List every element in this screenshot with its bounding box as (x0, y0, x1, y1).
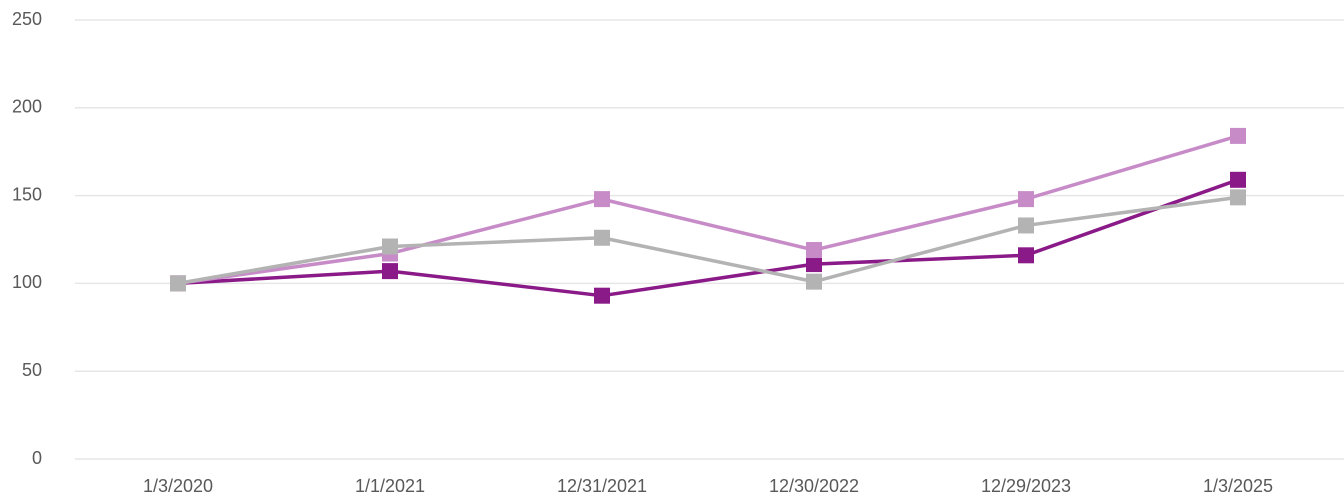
marker (1018, 247, 1034, 264)
y-tick-label: 100 (12, 272, 42, 292)
marker (1018, 217, 1034, 234)
marker (1230, 171, 1246, 188)
series-line (177, 195, 1239, 286)
marker (1230, 189, 1246, 206)
marker (594, 287, 610, 304)
x-tick-label: 12/30/2022 (769, 476, 859, 496)
marker (382, 238, 398, 255)
x-tick-label: 1/3/2025 (1203, 476, 1273, 496)
marker (806, 273, 822, 290)
marker (594, 191, 610, 208)
y-tick-label: 0 (32, 448, 42, 468)
y-tick-label: 250 (12, 9, 42, 29)
x-tick-label: 12/29/2023 (981, 476, 1071, 496)
marker (1018, 191, 1034, 208)
marker (382, 263, 398, 280)
y-tick-label: 50 (22, 360, 42, 380)
x-tick-label: 1/3/2020 (143, 476, 213, 496)
series-line (177, 134, 1239, 286)
y-tick-label: 200 (12, 97, 42, 117)
x-tick-label: 12/31/2021 (557, 476, 647, 496)
marker (170, 275, 186, 292)
marker (806, 256, 822, 273)
marker (594, 229, 610, 246)
x-tick-label: 1/1/2021 (355, 476, 425, 496)
y-tick-label: 150 (12, 184, 42, 204)
marker (806, 242, 822, 259)
series-line (177, 178, 1239, 298)
marker (1230, 127, 1246, 144)
